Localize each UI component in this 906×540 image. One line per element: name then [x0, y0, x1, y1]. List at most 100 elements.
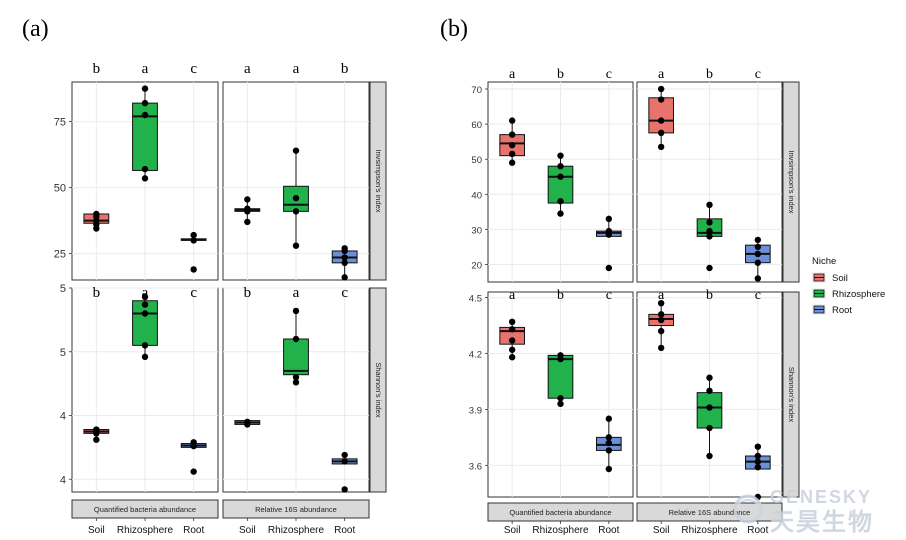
data-point — [605, 447, 613, 454]
legend-label-root: Root — [832, 305, 852, 316]
data-point — [754, 250, 762, 258]
data-point — [190, 468, 197, 475]
data-point — [657, 85, 665, 93]
significance-letter: c — [755, 67, 761, 82]
data-point — [657, 316, 665, 324]
y-tick-label: 25 — [54, 249, 66, 261]
data-point — [706, 233, 713, 240]
y-tick-label: 50 — [471, 155, 482, 166]
data-point — [341, 458, 348, 465]
data-point — [508, 141, 516, 149]
data-point — [605, 227, 613, 235]
significance-letter: a — [244, 61, 251, 77]
data-point — [706, 374, 713, 381]
significance-letter: b — [557, 67, 564, 82]
significance-letter: b — [93, 285, 101, 301]
watermark-text-en: GENESKY — [770, 487, 872, 507]
data-point — [141, 165, 149, 173]
data-point — [244, 196, 251, 203]
x-category-label: Rhizosphere — [532, 525, 589, 536]
significance-letter: a — [509, 67, 516, 82]
data-point — [557, 152, 564, 159]
data-point — [190, 266, 197, 273]
data-point — [557, 163, 564, 170]
data-point — [657, 143, 665, 151]
significance-letter: a — [293, 61, 300, 77]
significance-letter: c — [755, 288, 761, 303]
data-point — [657, 129, 665, 137]
data-point — [508, 131, 516, 138]
x-category-label: Rhizosphere — [268, 525, 325, 536]
significance-letter: b — [706, 67, 713, 82]
data-point — [341, 245, 348, 252]
legend-title: Niche — [812, 256, 836, 267]
data-point — [141, 301, 149, 308]
data-point — [141, 99, 149, 107]
data-point — [706, 201, 713, 209]
data-point — [605, 439, 613, 447]
data-point — [341, 486, 348, 493]
data-point — [93, 426, 100, 433]
data-point — [508, 354, 516, 361]
data-point — [292, 194, 300, 202]
legend: Niche Soil Rhizosphere Root — [812, 256, 885, 316]
data-point — [341, 451, 348, 459]
y-tick-label: 20 — [471, 260, 482, 271]
box-rhizosphere — [547, 165, 574, 204]
significance-letter: b — [557, 288, 564, 303]
y-tick-label: 40 — [471, 190, 482, 201]
data-point — [292, 242, 300, 249]
significance-letter: a — [293, 285, 300, 301]
x-category-label: Soil — [504, 525, 521, 536]
x-category-label: Rhizosphere — [681, 525, 738, 536]
data-point — [508, 337, 516, 344]
data-point — [605, 434, 613, 441]
figure-b: 20 30 40 50 60 70 a b c a b c Invsimpson's index 3.6 3… — [469, 67, 800, 536]
row-strip-label: Shannon's index — [787, 367, 796, 422]
data-point — [706, 404, 713, 411]
figure-a: 25 50 75 b a c a a b Invsimpson's index 4 4 5 5 b a c b a c… — [54, 61, 387, 536]
column-strip-label: Quantified bacteria abundance — [509, 508, 611, 517]
significance-letter: b — [244, 285, 252, 301]
data-point — [292, 374, 300, 381]
data-point — [508, 159, 516, 166]
y-tick-label: 50 — [54, 183, 66, 195]
y-tick-label: 4 — [60, 411, 66, 423]
significance-letter: a — [509, 288, 516, 303]
data-point — [754, 458, 762, 465]
significance-letter: a — [658, 288, 665, 303]
y-tick-label: 4.2 — [469, 350, 482, 361]
x-category-label: Root — [598, 525, 619, 536]
data-point — [141, 175, 149, 182]
watermark-logo-icon — [733, 494, 763, 524]
y-tick-label: 5 — [60, 347, 66, 359]
data-point — [141, 342, 149, 349]
significance-letter: c — [606, 67, 612, 82]
y-tick-label: 4 — [60, 474, 66, 486]
y-tick-label: 70 — [471, 85, 482, 96]
data-point — [605, 465, 613, 473]
data-point — [508, 346, 516, 353]
x-category-label: Soil — [653, 525, 670, 536]
data-point — [754, 463, 762, 471]
data-point — [557, 210, 564, 217]
data-point — [508, 117, 516, 124]
row-strip — [369, 287, 387, 493]
data-point — [754, 275, 762, 282]
data-point — [141, 293, 149, 301]
data-point — [341, 259, 348, 267]
x-category-label: Rhizosphere — [117, 525, 174, 536]
significance-letter: b — [341, 61, 349, 77]
data-point — [141, 310, 149, 317]
data-point — [754, 452, 762, 460]
significance-letter: a — [658, 67, 665, 82]
box-rhizosphere — [547, 354, 574, 399]
column-strip-label: Relative 16S abundance — [255, 505, 337, 514]
row-strip — [782, 291, 800, 498]
data-point — [605, 415, 613, 422]
data-point — [754, 236, 762, 244]
box-soil — [648, 97, 674, 134]
row-strip-label: Invsimpson's index — [787, 150, 796, 213]
significance-letter: c — [606, 288, 612, 303]
row-strip-label: Invsimpson's index — [374, 149, 383, 212]
